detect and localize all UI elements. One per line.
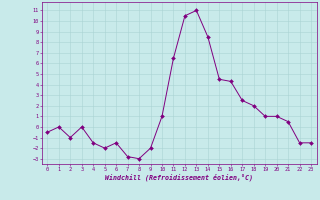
X-axis label: Windchill (Refroidissement éolien,°C): Windchill (Refroidissement éolien,°C) <box>105 173 253 181</box>
